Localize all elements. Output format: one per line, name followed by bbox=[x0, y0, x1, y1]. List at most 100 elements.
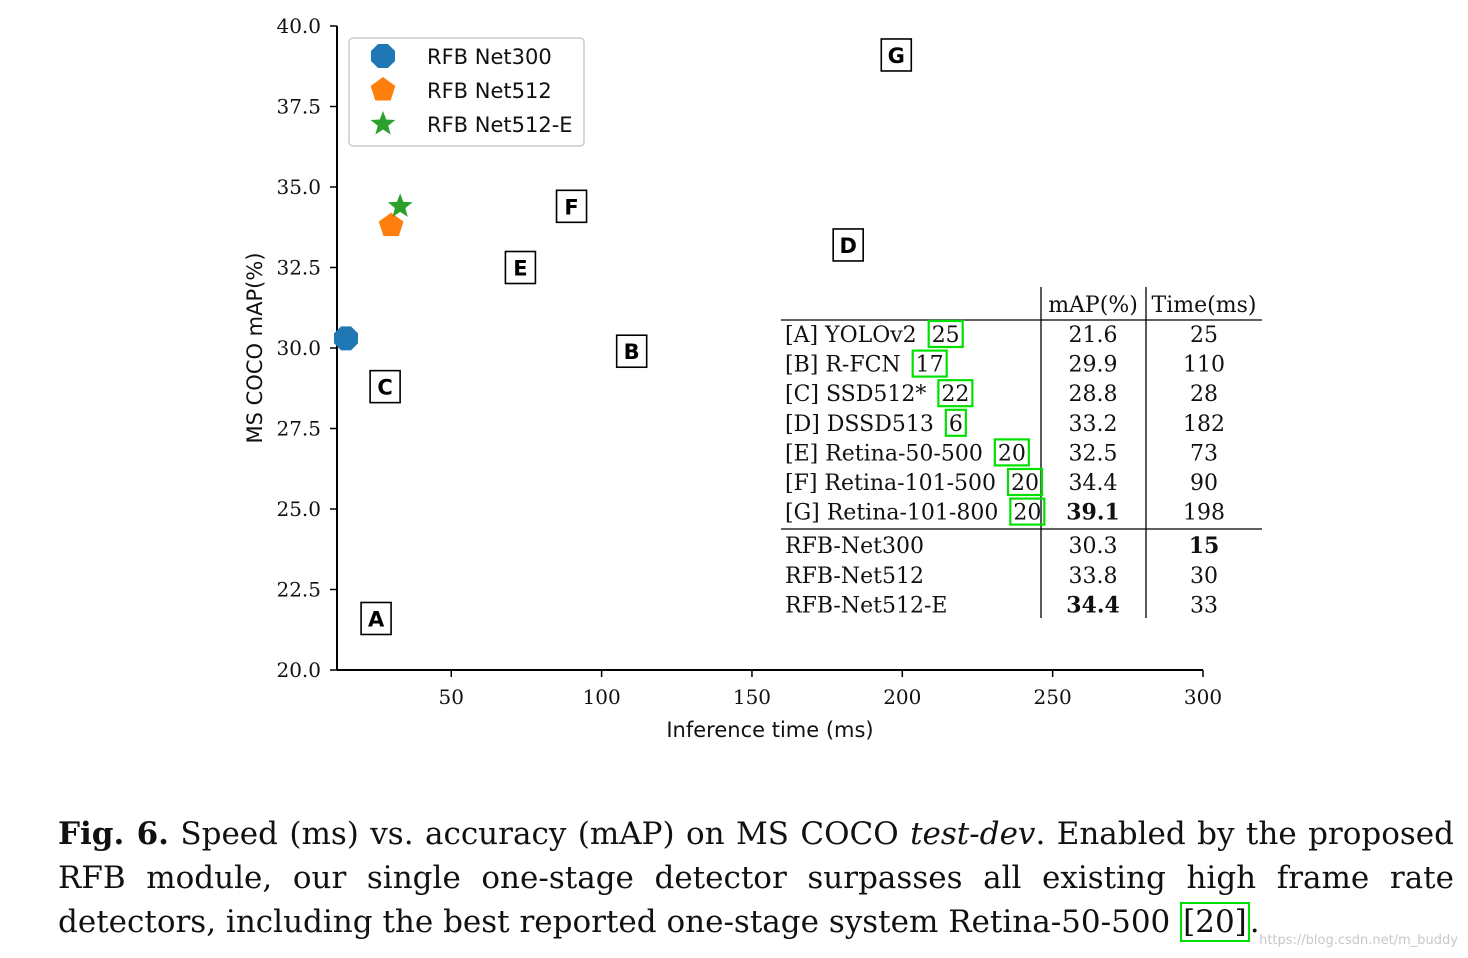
table-time-value: 110 bbox=[1183, 353, 1225, 378]
point-label-F: F bbox=[564, 195, 578, 219]
y-tick-label: 37.5 bbox=[276, 95, 321, 119]
point-box-E bbox=[504, 250, 537, 285]
x-tick-label: 200 bbox=[883, 685, 921, 709]
legend-marker-2 bbox=[370, 111, 396, 135]
table-citation-box bbox=[911, 349, 948, 378]
table-map-value: 29.9 bbox=[1069, 353, 1118, 378]
table-method: [C] SSD512* bbox=[785, 382, 926, 407]
caption-citation[interactable]: [20] bbox=[1180, 902, 1250, 942]
caption-emphasis: test-dev bbox=[910, 816, 1036, 852]
point-label-D: D bbox=[839, 234, 856, 258]
legend-label-1: RFB Net512 bbox=[427, 79, 552, 103]
legend-marker-0 bbox=[370, 43, 396, 69]
legend-label-0: RFB Net300 bbox=[427, 45, 552, 69]
axes: 50 100 150 200 250 300 20.0 22.5 25.0 27.5 30.0 32.… bbox=[243, 14, 1222, 742]
watermark: https://blog.csdn.net/m_buddy bbox=[1259, 933, 1458, 948]
marker-series-2 bbox=[387, 193, 413, 217]
x-tick-label: 50 bbox=[439, 685, 464, 709]
table-citation: 20 bbox=[1011, 471, 1039, 496]
table-method: RFB-Net512-E bbox=[785, 593, 947, 618]
table-header-map: mAP(%) bbox=[1048, 293, 1138, 318]
y-tick-label: 27.5 bbox=[276, 417, 321, 441]
point-box-D bbox=[832, 228, 864, 262]
table-citation: 17 bbox=[916, 353, 944, 378]
x-tick-label: 100 bbox=[583, 685, 621, 709]
results-table: mAP(%) Time(ms) [A] YOLOv2 25 21.6 25 [B] R-FC… bbox=[781, 287, 1262, 618]
point-label-C: C bbox=[377, 376, 392, 400]
point-label-E: E bbox=[513, 257, 527, 281]
point-box-A bbox=[360, 601, 392, 636]
caption-fig-label: Fig. 6. bbox=[58, 816, 169, 852]
table-map-value: 33.2 bbox=[1069, 412, 1118, 437]
x-axis-label: Inference time (ms) bbox=[666, 718, 873, 742]
y-tick-label: 35.0 bbox=[276, 175, 321, 199]
table-map-value: 39.1 bbox=[1066, 500, 1120, 526]
table-citation: 20 bbox=[1013, 501, 1041, 526]
y-tick-label: 40.0 bbox=[276, 14, 321, 38]
table-map-value: 33.8 bbox=[1069, 564, 1118, 589]
marker-series-0 bbox=[334, 326, 359, 351]
table-time-value: 90 bbox=[1190, 471, 1218, 496]
table-time-value: 25 bbox=[1190, 323, 1218, 348]
table-method: [A] YOLOv2 bbox=[785, 323, 917, 348]
point-box-G bbox=[880, 38, 913, 72]
table-map-value: 32.5 bbox=[1069, 441, 1118, 466]
table-time-value: 73 bbox=[1190, 441, 1218, 466]
table-citation-box bbox=[1006, 467, 1044, 497]
table-time-value: 28 bbox=[1190, 382, 1218, 407]
y-axis-label: MS COCO mAP(%) bbox=[243, 252, 267, 443]
table-map-value: 21.6 bbox=[1069, 323, 1118, 348]
marker-series-1 bbox=[378, 212, 404, 237]
table-map-value: 30.3 bbox=[1069, 534, 1118, 559]
y-tick-label: 32.5 bbox=[276, 256, 321, 280]
table-time-value: 30 bbox=[1190, 564, 1218, 589]
table-citation-box bbox=[1009, 497, 1046, 526]
table-citation-box bbox=[944, 408, 967, 437]
table-map-value: 28.8 bbox=[1069, 382, 1118, 407]
table-method: RFB-Net512 bbox=[785, 564, 924, 589]
legend-marker-1 bbox=[370, 77, 396, 101]
table-time-value: 198 bbox=[1183, 501, 1225, 526]
table-method: [D] DSSD513 bbox=[785, 412, 934, 437]
table-citation: 20 bbox=[998, 441, 1026, 466]
table-citation-box bbox=[927, 319, 964, 349]
legend-frame bbox=[348, 37, 585, 147]
table-header-time: Time(ms) bbox=[1152, 293, 1257, 318]
y-tick-label: 22.5 bbox=[276, 578, 321, 602]
point-box-F bbox=[555, 189, 588, 224]
point-label-G: G bbox=[888, 44, 905, 68]
table-method: [G] Retina-101-800 bbox=[785, 501, 998, 526]
y-tick-label: 20.0 bbox=[276, 658, 321, 682]
y-tick-label: 30.0 bbox=[276, 336, 321, 360]
point-box-C bbox=[369, 369, 401, 404]
table-method: [E] Retina-50-500 bbox=[785, 441, 983, 466]
chart: 50 100 150 200 250 300 20.0 22.5 25.0 27.5 30.0 32.… bbox=[243, 14, 1262, 742]
table-citation-box bbox=[993, 438, 1030, 467]
caption-text-after: . Enabled by the proposed RFB module, ou… bbox=[58, 816, 1455, 940]
table-citation-box bbox=[937, 379, 974, 408]
table-method: RFB-Net300 bbox=[785, 534, 924, 559]
legend-label-2: RFB Net512-E bbox=[427, 113, 573, 137]
table-time-value: 182 bbox=[1183, 412, 1225, 437]
table-method: [F] Retina-101-500 bbox=[785, 471, 996, 496]
series-markers bbox=[334, 193, 413, 351]
table-citation: 22 bbox=[941, 382, 969, 407]
caption-end: . bbox=[1249, 904, 1260, 940]
table-time-value: 33 bbox=[1190, 593, 1218, 618]
point-label-A: A bbox=[368, 607, 385, 631]
figure-caption: Fig. 6. Speed (ms) vs. accuracy (mAP) on… bbox=[58, 812, 1454, 944]
table-map-value: 34.4 bbox=[1069, 471, 1118, 496]
x-tick-label: 300 bbox=[1184, 685, 1222, 709]
point-label-B: B bbox=[624, 340, 640, 364]
caption-text-before: Speed (ms) vs. accuracy (mAP) on MS COCO bbox=[168, 816, 911, 852]
table-method: [B] R-FCN bbox=[785, 353, 901, 378]
labeled-points: A B C D E F G bbox=[360, 38, 913, 636]
point-box-B bbox=[615, 334, 648, 369]
legend: RFB Net300 RFB Net512 RFB Net512-E bbox=[348, 37, 585, 147]
table-citation: 6 bbox=[949, 412, 963, 437]
table-time-value: 15 bbox=[1189, 533, 1220, 559]
x-tick-label: 150 bbox=[733, 685, 771, 709]
table-citation: 25 bbox=[932, 323, 960, 348]
y-tick-label: 25.0 bbox=[276, 497, 321, 521]
x-tick-label: 250 bbox=[1034, 685, 1072, 709]
